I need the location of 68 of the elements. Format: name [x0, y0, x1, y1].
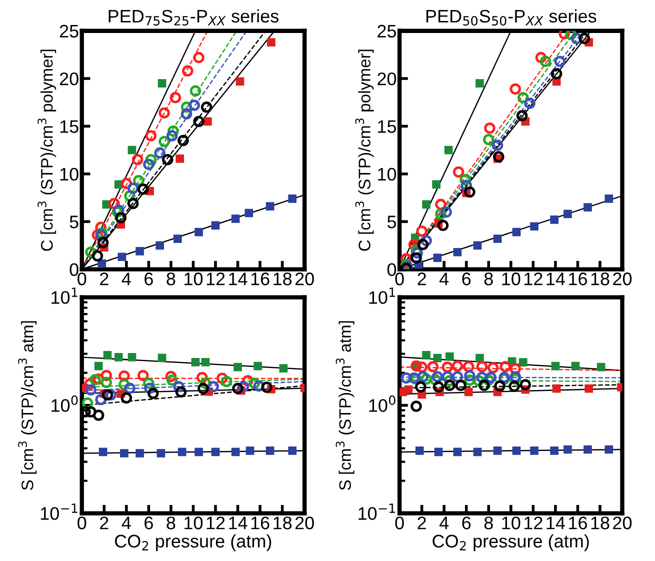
y-tick-label: 10$^{−1}$: [358, 504, 395, 520]
x-tick-label: 8: [484, 516, 493, 530]
x-tick-label: 16: [569, 516, 587, 530]
y-tick-label: 25: [378, 24, 396, 38]
y-tick-label: 10: [60, 168, 78, 181]
y-tick-label: 5: [387, 216, 396, 228]
x-tick-label: 18: [274, 272, 292, 286]
x-tick-label: 8: [484, 272, 493, 286]
x-tick-label: 6: [144, 516, 153, 530]
x-tick-label: 4: [439, 272, 449, 286]
x-tick-label: 8: [166, 272, 176, 286]
y-tick-label: 10$^{0}$: [369, 395, 396, 412]
y-axis-title: S [cm$^{3}$ (STP)/cm$^{3}$ atm]: [336, 321, 354, 490]
x-tick-label: 12: [206, 516, 225, 530]
x-tick-label: 10: [502, 272, 520, 286]
x-tick-label: 18: [591, 516, 610, 530]
y-tick-label: 10$^{1}$: [369, 288, 396, 304]
x-tick-label: 4: [122, 516, 131, 530]
y-tick-label: 10: [378, 168, 396, 181]
x-tick-label: 2: [100, 272, 108, 286]
y-tick-label: 0: [70, 263, 78, 276]
chart-title: PED$_{75}$S$_{25}$-P$_{XX}$ series: [108, 9, 279, 26]
y-tick-label: 25: [60, 24, 78, 38]
x-tick-label: 6: [462, 516, 471, 530]
y-axis-title: C [cm$^{3}$ (STP)/cm$^{3}$ polymer]: [355, 50, 374, 251]
x-tick-label: 14: [546, 272, 565, 286]
x-tick-label: 14: [229, 272, 248, 286]
y-tick-label: 15: [60, 120, 78, 133]
x-tick-label: 20: [295, 272, 314, 286]
x-tick-label: 2: [418, 272, 426, 286]
x-tick-label: 10: [184, 272, 203, 286]
x-tick-label: 20: [613, 516, 632, 530]
x-tick-label: 18: [274, 516, 292, 530]
x-tick-label: 8: [166, 516, 176, 530]
y-axis-title: S [cm$^{3}$ (STP)/cm$^{3}$ atm]: [18, 321, 37, 490]
y-tick-label: 20: [378, 72, 396, 86]
x-tick-label: 16: [251, 516, 270, 530]
y-tick-label: 5: [70, 216, 78, 228]
x-tick-label: 2: [100, 516, 108, 530]
y-tick-label: 0: [387, 263, 396, 276]
y-tick-label: 15: [378, 120, 396, 133]
x-tick-label: 10: [184, 516, 203, 530]
x-tick-label: 6: [462, 272, 471, 286]
x-axis-title: CO$_{2}$ pressure (atm): [432, 534, 589, 552]
x-tick-label: 12: [206, 272, 225, 286]
x-tick-label: 0: [78, 272, 86, 286]
x-tick-label: 14: [546, 516, 565, 530]
x-tick-label: 0: [78, 516, 86, 530]
x-tick-label: 10: [502, 516, 520, 530]
x-tick-label: 6: [144, 272, 153, 286]
x-tick-label: 2: [418, 516, 426, 530]
x-axis-title: CO$_{2}$ pressure (atm): [114, 534, 272, 552]
x-tick-label: 4: [122, 272, 131, 286]
y-tick-label: 10$^{−1}$: [40, 504, 78, 520]
y-tick-label: 20: [60, 72, 78, 86]
x-tick-label: 20: [295, 516, 314, 530]
x-tick-label: 18: [591, 272, 610, 286]
y-tick-label: 10$^{1}$: [52, 288, 78, 304]
x-tick-label: 16: [251, 272, 270, 286]
x-tick-label: 20: [613, 272, 632, 286]
y-tick-label: 10$^{0}$: [52, 395, 78, 412]
y-axis-title: C [cm$^{3}$ (STP)/cm$^{3}$ polymer]: [38, 50, 56, 251]
x-tick-label: 4: [439, 516, 449, 530]
x-tick-label: 16: [569, 272, 587, 286]
x-tick-label: 12: [524, 516, 542, 530]
chart-title: PED$_{50}$S$_{50}$-P$_{XX}$ series: [426, 9, 596, 26]
x-tick-label: 14: [229, 516, 248, 530]
x-tick-label: 12: [524, 272, 542, 286]
